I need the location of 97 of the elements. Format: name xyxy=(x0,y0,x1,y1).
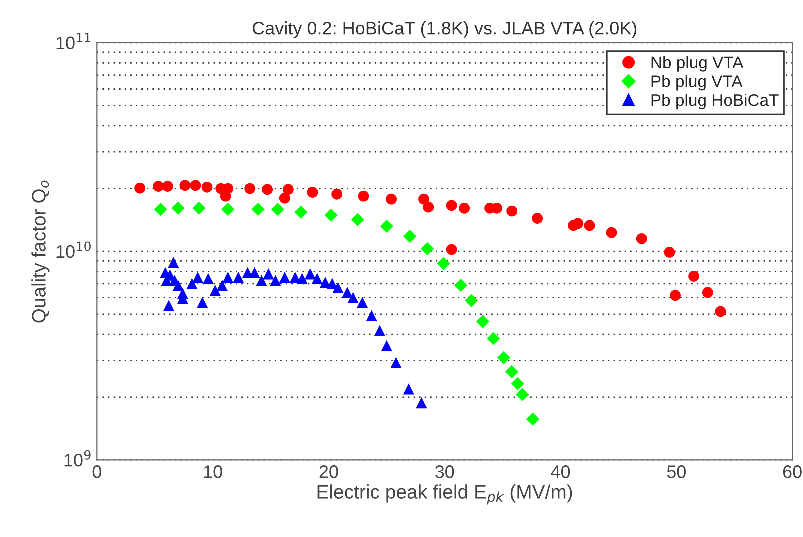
point xyxy=(358,190,370,202)
point xyxy=(180,180,191,192)
point xyxy=(210,285,221,296)
x-tick-label: 30 xyxy=(436,466,454,478)
point xyxy=(505,365,519,378)
point xyxy=(374,325,386,336)
x-tick-label: 40 xyxy=(551,466,570,478)
point xyxy=(172,202,185,216)
point xyxy=(222,272,234,284)
point xyxy=(446,200,458,212)
point xyxy=(270,275,282,286)
point xyxy=(636,233,648,244)
point xyxy=(342,287,354,298)
point xyxy=(162,181,174,192)
point xyxy=(263,268,274,280)
point xyxy=(511,377,524,391)
point xyxy=(390,357,402,368)
point xyxy=(381,340,393,352)
point xyxy=(403,384,415,395)
point xyxy=(486,332,500,346)
point xyxy=(202,273,214,284)
y-tick-label: 10$^{10}$ xyxy=(56,242,91,258)
x-tick-label: 20 xyxy=(320,466,338,478)
point xyxy=(134,182,146,194)
point xyxy=(702,287,714,298)
point xyxy=(497,351,511,365)
point xyxy=(304,268,316,280)
point xyxy=(516,388,530,402)
point xyxy=(606,227,618,238)
point xyxy=(437,257,450,270)
point xyxy=(192,272,204,284)
point xyxy=(244,183,256,194)
point xyxy=(202,182,213,193)
point xyxy=(423,202,434,213)
legend-label: Nb plug VTA xyxy=(652,56,744,72)
point xyxy=(232,272,244,284)
point xyxy=(222,202,235,216)
point xyxy=(279,272,291,284)
point xyxy=(572,218,584,230)
point xyxy=(279,192,290,204)
point xyxy=(715,306,726,318)
point xyxy=(332,188,343,200)
x-tick-label: 60 xyxy=(783,466,802,478)
point xyxy=(312,273,323,284)
point xyxy=(197,297,208,308)
point xyxy=(192,202,206,216)
point xyxy=(380,220,394,234)
point xyxy=(252,202,265,216)
point xyxy=(168,257,180,268)
point xyxy=(670,290,681,302)
point xyxy=(348,292,359,304)
point xyxy=(216,280,228,292)
point xyxy=(506,206,518,217)
point xyxy=(163,300,175,312)
point xyxy=(386,194,398,205)
point xyxy=(296,273,308,284)
point xyxy=(356,297,368,308)
point xyxy=(256,275,268,286)
legend-label: Pb plug VTA xyxy=(652,75,743,91)
x-tick-label: 50 xyxy=(667,466,686,478)
point xyxy=(186,278,198,290)
x-axis-title: Electric peak field E$_{pk}$ (MV/m) xyxy=(318,484,572,505)
point xyxy=(532,213,544,224)
point xyxy=(526,412,540,426)
point xyxy=(366,310,378,322)
point xyxy=(153,181,164,192)
point xyxy=(262,184,274,196)
y-axis-title: Quality factor Q$_{o}$ xyxy=(32,180,50,323)
point xyxy=(351,213,365,226)
point xyxy=(271,202,285,216)
point xyxy=(332,282,344,294)
chart-title: Cavity 0.2: HoBiCaT (1.8K) vs. JLAB VTA (2.0K) xyxy=(252,22,637,38)
point xyxy=(584,220,596,232)
point xyxy=(664,247,676,258)
point xyxy=(459,202,470,214)
legend-label: Pb plug HoBiCaT xyxy=(652,94,779,110)
x-tick-label: 0 xyxy=(92,466,102,478)
point xyxy=(177,288,189,300)
point xyxy=(446,244,458,256)
point xyxy=(416,397,428,409)
point xyxy=(282,184,294,196)
point xyxy=(420,242,434,256)
point xyxy=(418,194,430,205)
point xyxy=(324,208,338,222)
point xyxy=(294,206,308,220)
y-tick-label: 10$^{11}$ xyxy=(56,33,91,50)
x-tick-label: 10 xyxy=(204,466,222,478)
point xyxy=(307,187,318,198)
point xyxy=(688,270,700,282)
point xyxy=(190,180,202,192)
point xyxy=(464,294,478,308)
point xyxy=(476,315,490,328)
y-tick-label: 10$^{9}$ xyxy=(64,450,91,467)
point xyxy=(454,279,468,292)
point xyxy=(154,202,168,216)
point xyxy=(404,230,417,244)
point xyxy=(172,280,184,292)
